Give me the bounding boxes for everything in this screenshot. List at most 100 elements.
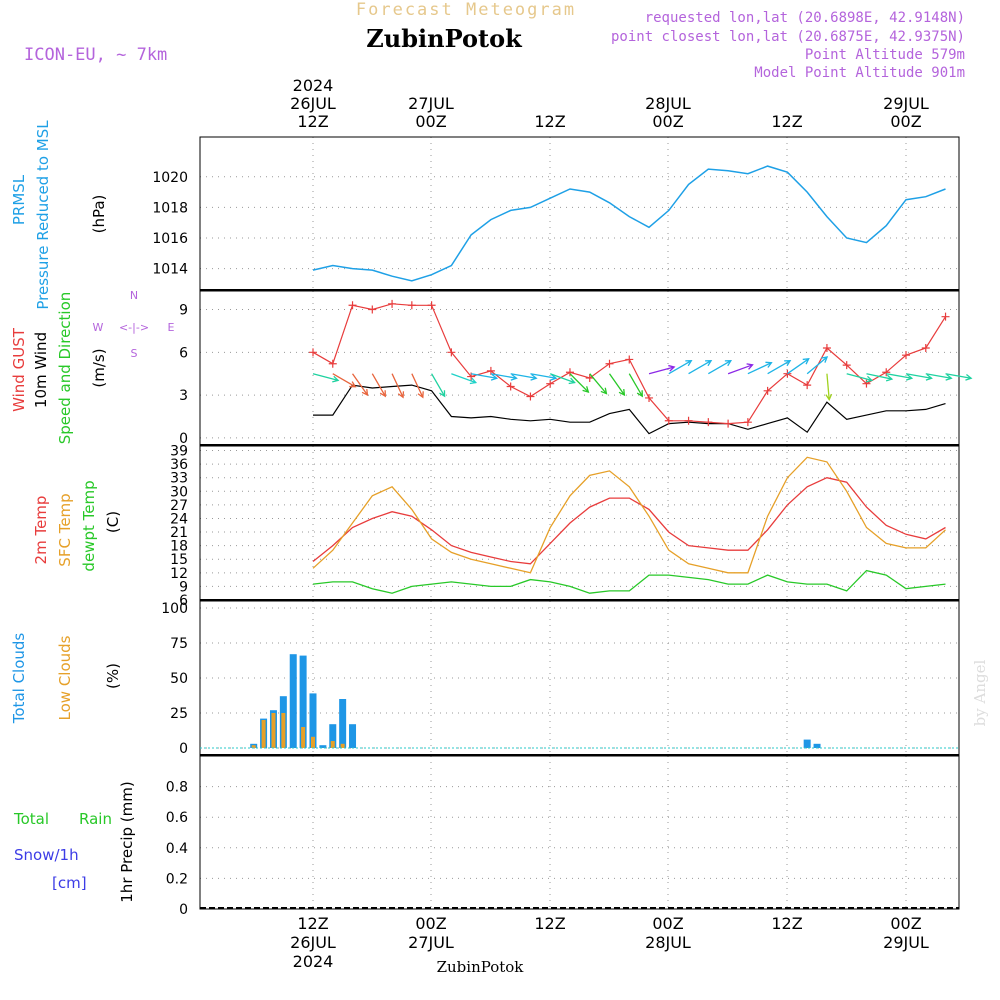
total-cloud-bar (309, 693, 317, 748)
panel-frame (199, 445, 960, 601)
wind-arrow-head (802, 358, 810, 365)
low-cloud-bar (301, 727, 306, 748)
pressure-unit: (hPa) (90, 195, 108, 234)
precip-label-snow: Snow/1h (14, 846, 79, 864)
wind-arrow (708, 360, 732, 375)
model-altitude: Model Point Altitude 901m (754, 65, 965, 81)
top-hour-label: 00Z (890, 112, 921, 131)
wind-arrow (431, 373, 446, 397)
bottom-hour-label: 12Z (534, 914, 565, 933)
wind-arrow (925, 373, 952, 379)
y-tick-label: 21 (170, 525, 188, 541)
bottom-hour-label: 12Z (297, 914, 328, 933)
wind-arrow (411, 373, 424, 398)
pressure-line (312, 165, 946, 282)
top-title: Forecast Meteogram (356, 0, 576, 20)
footer-location: ZubinPotok (437, 958, 525, 976)
wind-arrow (510, 373, 537, 379)
gust-point (486, 366, 495, 375)
wind-panel-labels: Wind GUST 10m Wind Speed and Direction (… (10, 289, 175, 444)
wind-arrow (787, 358, 810, 375)
compass-e: E (168, 321, 175, 334)
gust-point (447, 348, 456, 357)
top-day-label: 29JUL (883, 94, 929, 113)
wind-arrow (352, 373, 368, 396)
panel-frame (199, 755, 960, 910)
y-tick-label: 24 (170, 511, 188, 527)
wind-arrow (471, 373, 497, 379)
wind-arrow-head (361, 388, 369, 397)
wind-arrow-head (417, 391, 424, 399)
wind-arrow (688, 360, 712, 375)
gust-point (763, 386, 772, 395)
gust-point (407, 301, 416, 310)
total-cloud-bar (349, 724, 357, 748)
precip-unit: 1hr Precip (mm) (118, 781, 136, 902)
gust-point (645, 393, 654, 402)
y-tick-label: 15 (170, 552, 188, 568)
temp-label-dewpt: dewpt Temp (80, 480, 98, 571)
top-hour-label: 12Z (297, 112, 328, 131)
y-tick-label: 1016 (152, 231, 188, 247)
wind-arrow (391, 373, 404, 398)
total-cloud-bar (803, 739, 811, 748)
y-tick-label: 0.8 (166, 780, 188, 796)
wind-arrow (846, 373, 872, 382)
gust-line (312, 303, 947, 425)
pressure-label-prmsl: PRMSL (10, 174, 28, 225)
gust-point (605, 359, 614, 368)
bottom-day-label: 29JUL (883, 933, 929, 952)
total-cloud-bar (813, 743, 821, 748)
bottom-hour-label: 00Z (652, 914, 683, 933)
top-year-label: 2024 (293, 76, 334, 95)
top-day-label: 27JUL (408, 94, 454, 113)
y-tick-label: 12 (170, 566, 188, 582)
gust-point (585, 373, 594, 382)
cloud-label-total: Total Clouds (10, 633, 28, 725)
top-day-label: 28JUL (645, 94, 691, 113)
low-cloud-bar (251, 745, 256, 748)
wind-arrow (608, 373, 625, 396)
top-hour-label: 12Z (771, 112, 802, 131)
precip-label-cm: [cm] (52, 874, 87, 892)
wind-arrow (490, 373, 517, 379)
y-tick-label: 0.2 (166, 871, 188, 887)
gust-point (388, 299, 397, 308)
temp-label-sfc: SFC Temp (56, 493, 74, 566)
bottom-hour-label: 12Z (771, 914, 802, 933)
wind-arrow-head (905, 373, 914, 381)
gust-point (822, 344, 831, 353)
gust-point (743, 418, 752, 427)
wind-arrow (628, 373, 643, 397)
wind-arrow (767, 360, 791, 375)
wind-arrow-head (685, 360, 693, 367)
gust-point (526, 392, 535, 401)
gust-point (506, 382, 515, 391)
gust-point (328, 359, 337, 368)
total-cloud-bar (329, 724, 337, 748)
wind-arrow (589, 373, 607, 395)
y-tick-label: 33 (170, 471, 188, 487)
y-tick-label: 6 (179, 345, 188, 361)
wind-arrow (648, 366, 675, 375)
wind-arrow (727, 364, 753, 375)
wind-arrow-head (600, 387, 608, 395)
gust-point (882, 368, 891, 377)
precip-panel-labels: Total Rain Snow/1h [cm] 1hr Precip (mm) (13, 781, 136, 902)
y-tick-label: 50 (170, 671, 188, 687)
wind-arrow-head (724, 360, 733, 367)
wind-arrow (451, 373, 477, 384)
wind-arrow-head (746, 363, 754, 370)
y-tick-label: 1018 (152, 200, 188, 216)
top-hour-label: 12Z (534, 112, 565, 131)
temp-2m-line (312, 477, 946, 565)
y-tick-label: 1020 (152, 170, 188, 186)
wind-arrow-head (568, 377, 576, 385)
total-cloud-bar (299, 655, 307, 748)
compass-s: S (131, 347, 138, 360)
gust-point (368, 305, 377, 314)
y-tick-label: 0 (179, 902, 188, 918)
gust-point (684, 416, 693, 425)
compass-w: W (93, 321, 104, 334)
model-label: ICON-EU, ~ 7km (24, 45, 167, 65)
